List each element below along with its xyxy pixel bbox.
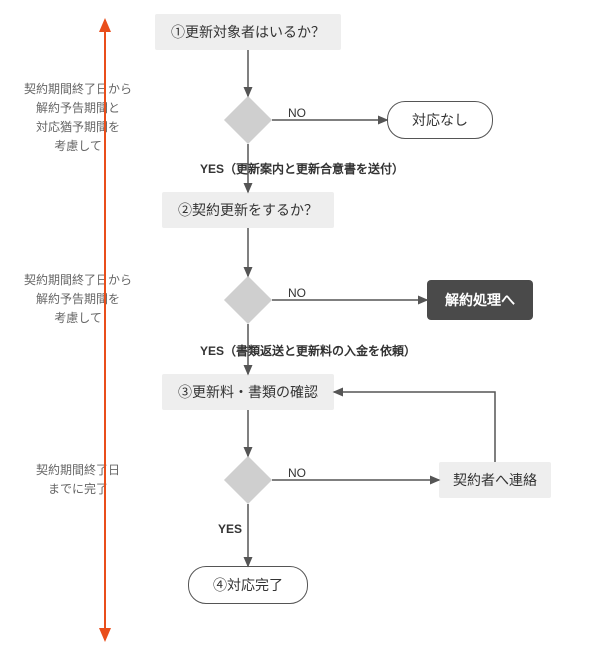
node-step4-label: ④対応完了 [213, 575, 283, 595]
node-no3: 契約者へ連絡 [439, 462, 551, 498]
annotation-a3: 契約期間終了日までに完了 [36, 461, 120, 499]
edge-label-yes3: YES [218, 522, 242, 536]
edge-label-no1: NO [288, 106, 306, 120]
annotation-a1: 契約期間終了日から解約予告期間と対応猶予期間を考慮して [24, 80, 132, 157]
node-step3: ③更新料・書類の確認 [162, 374, 334, 410]
node-step3-label: ③更新料・書類の確認 [178, 382, 318, 402]
node-no1: 対応なし [387, 101, 493, 139]
node-no2: 解約処理へ [427, 280, 533, 320]
node-step1-label: ①更新対象者はいるか？ [171, 22, 325, 42]
decision-dec2 [224, 276, 272, 324]
annotation-a2: 契約期間終了日から解約予告期間を考慮して [24, 271, 132, 329]
node-step2-label: ②契約更新をするか？ [178, 200, 318, 220]
node-step2: ②契約更新をするか？ [162, 192, 334, 228]
edge-label-yes1: YES（更新案内と更新合意書を送付） [200, 160, 404, 177]
decision-dec1 [224, 96, 272, 144]
node-no1-label: 対応なし [412, 110, 468, 130]
decision-dec3 [224, 456, 272, 504]
edge-label-no2: NO [288, 286, 306, 300]
node-no3-label: 契約者へ連絡 [453, 470, 537, 490]
edge-label-yes2: YES（書類返送と更新料の入金を依頼） [200, 342, 416, 359]
edge-label-no3: NO [288, 466, 306, 480]
node-no2-label: 解約処理へ [445, 290, 515, 310]
node-step4: ④対応完了 [188, 566, 308, 604]
node-step1: ①更新対象者はいるか？ [155, 14, 341, 50]
